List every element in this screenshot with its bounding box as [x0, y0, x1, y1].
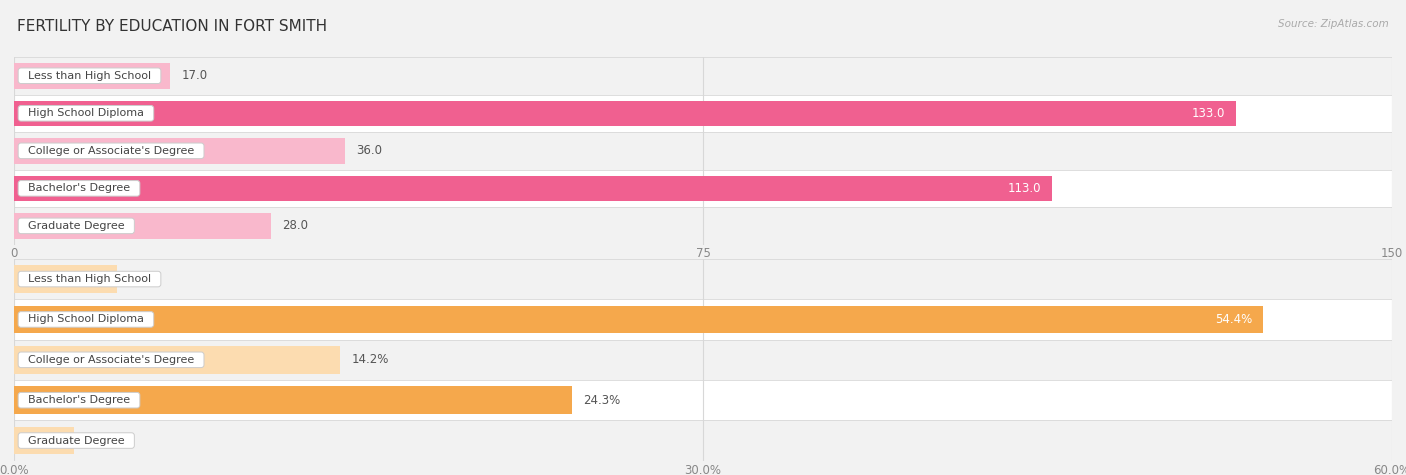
- Text: 17.0: 17.0: [181, 69, 207, 82]
- Text: High School Diploma: High School Diploma: [21, 108, 150, 118]
- Bar: [14, 299, 1392, 340]
- Bar: [14, 259, 1392, 299]
- Text: Graduate Degree: Graduate Degree: [21, 436, 132, 446]
- Bar: [14, 420, 1392, 461]
- Text: Less than High School: Less than High School: [21, 71, 157, 81]
- Text: Bachelor's Degree: Bachelor's Degree: [21, 395, 136, 405]
- Bar: [14, 170, 1392, 207]
- Bar: [14, 266, 118, 293]
- Text: Source: ZipAtlas.com: Source: ZipAtlas.com: [1278, 19, 1389, 29]
- Text: Graduate Degree: Graduate Degree: [21, 221, 132, 231]
- Text: Bachelor's Degree: Bachelor's Degree: [21, 183, 136, 193]
- Bar: [14, 213, 271, 238]
- Text: 36.0: 36.0: [356, 144, 382, 157]
- Bar: [14, 176, 1052, 201]
- Bar: [14, 63, 170, 88]
- Bar: [14, 57, 1392, 95]
- Text: FERTILITY BY EDUCATION IN FORT SMITH: FERTILITY BY EDUCATION IN FORT SMITH: [17, 19, 328, 34]
- Bar: [14, 138, 344, 163]
- Bar: [14, 387, 572, 414]
- Bar: [14, 207, 1392, 245]
- Text: High School Diploma: High School Diploma: [21, 314, 150, 324]
- Bar: [14, 132, 1392, 170]
- Text: Less than High School: Less than High School: [21, 274, 157, 284]
- Bar: [14, 340, 1392, 380]
- Text: 24.3%: 24.3%: [583, 394, 620, 407]
- Text: 54.4%: 54.4%: [1215, 313, 1253, 326]
- Text: 14.2%: 14.2%: [352, 353, 388, 366]
- Bar: [14, 346, 340, 373]
- Text: 28.0: 28.0: [283, 219, 308, 232]
- Text: 133.0: 133.0: [1191, 107, 1225, 120]
- Bar: [14, 95, 1392, 132]
- Bar: [14, 101, 1236, 126]
- Text: 4.5%: 4.5%: [128, 273, 157, 285]
- Text: College or Associate's Degree: College or Associate's Degree: [21, 146, 201, 156]
- Text: 2.6%: 2.6%: [84, 434, 115, 447]
- Text: 113.0: 113.0: [1008, 182, 1040, 195]
- Text: College or Associate's Degree: College or Associate's Degree: [21, 355, 201, 365]
- Bar: [14, 427, 73, 454]
- Bar: [14, 380, 1392, 420]
- Bar: [14, 306, 1264, 333]
